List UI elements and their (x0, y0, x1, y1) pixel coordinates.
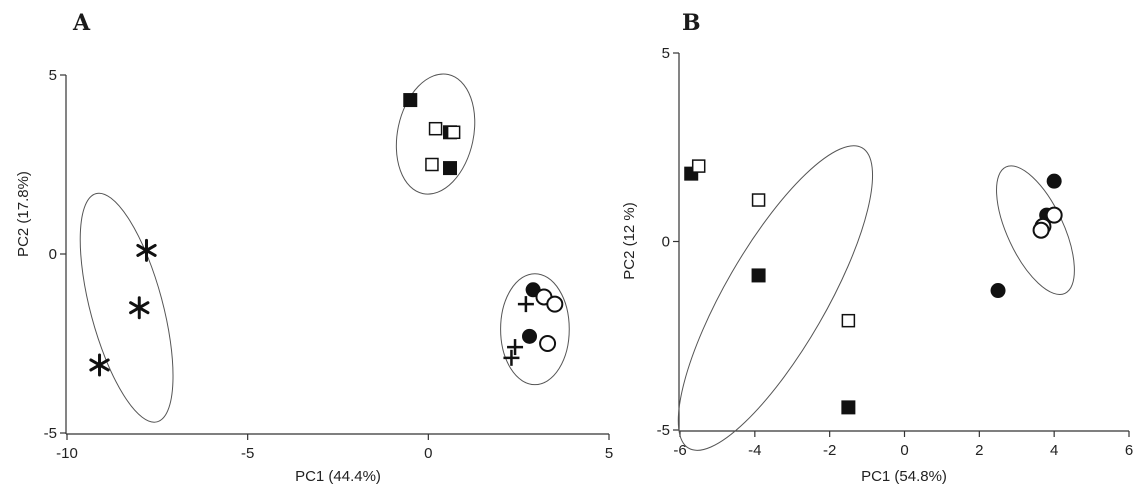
panel-a-cluster-ellipse (395, 73, 476, 195)
panel-a-x-tick-label: 5 (605, 445, 613, 462)
panel-b-x-tick-label: 4 (1050, 442, 1058, 459)
panel-b-x-axis-label: PC1 (54.8%) (861, 468, 947, 485)
panel-b: B PC1 (54.8%) PC2 (12 %) -6 -4 -2 0 2 4 6 -5 0 5 (621, 10, 1133, 485)
panel-a-point-filled-circle (522, 328, 538, 344)
panel-b-y-axis-label: PC2 (12 %) (621, 202, 638, 280)
panel-b-x-tick-label: -2 (823, 442, 836, 459)
panel-b-point-open-circle (1032, 221, 1050, 239)
panel-b-point-open-circle (1045, 206, 1063, 224)
panel-a-point-open-square (428, 121, 443, 136)
panel-a-cluster-ellipse (79, 192, 174, 423)
panel-a-point-open-circle (546, 295, 564, 313)
panel-a-x-axis-label: PC1 (44.4%) (295, 468, 381, 485)
panel-a-cluster-ellipse (500, 273, 570, 386)
panel-b-point-filled-square (841, 400, 856, 415)
panel-a-point-open-square (425, 157, 439, 172)
panel-a-x-tick-label: -5 (241, 445, 254, 462)
panel-b-x-tick-label: -6 (673, 442, 686, 459)
panel-a-x-tick-label: -10 (56, 445, 78, 462)
panel-a-letter: A (72, 10, 91, 36)
panel-b-point-filled-circle (1046, 173, 1062, 189)
panel-b-point-open-square (751, 193, 766, 207)
panel-a: A PC1 (44.4%) PC2 (17.8%) -10 -5 0 5 -5 0 5 (15, 10, 613, 485)
panel-b-y-tick-label: 0 (662, 234, 670, 251)
panel-b-point-filled-circle (990, 283, 1006, 299)
panel-a-point-plus (517, 296, 534, 313)
panel-b-x-tick-label: 2 (975, 442, 983, 459)
panel-a-point-filled-square (443, 161, 458, 176)
panel-b-point-open-square (841, 313, 856, 328)
panel-a-y-tick-label: -5 (44, 425, 57, 442)
panel-a-point-asterisk (136, 238, 157, 262)
panel-a-y-tick-label: 5 (49, 67, 57, 84)
panel-a-point-asterisk (89, 353, 110, 377)
panel-b-y-tick-label: 5 (662, 45, 670, 62)
panel-b-x-tick-label: 0 (900, 442, 908, 459)
panel-b-x-tick-label: -4 (748, 442, 761, 459)
panel-a-point-asterisk (129, 296, 150, 320)
panel-b-point-filled-square (751, 268, 766, 283)
panel-b-letter: B (682, 10, 701, 36)
panel-a-y-axis-label: PC2 (17.8%) (15, 171, 32, 257)
panel-a-point-plus (507, 339, 524, 356)
panel-b-cluster-ellipse (677, 145, 874, 451)
panel-b-x-tick-label: 6 (1125, 442, 1133, 459)
panel-a-point-open-square (446, 125, 461, 140)
panel-a-point-filled-square (403, 93, 418, 108)
panel-a-point-open-circle (539, 335, 557, 352)
panel-a-x-tick-label: 0 (424, 445, 432, 462)
panel-b-point-open-square (691, 159, 706, 173)
panel-b-y-tick-label: -5 (657, 422, 670, 439)
panel-a-y-tick-label: 0 (49, 246, 57, 263)
panel-a-point-plus (503, 349, 520, 366)
